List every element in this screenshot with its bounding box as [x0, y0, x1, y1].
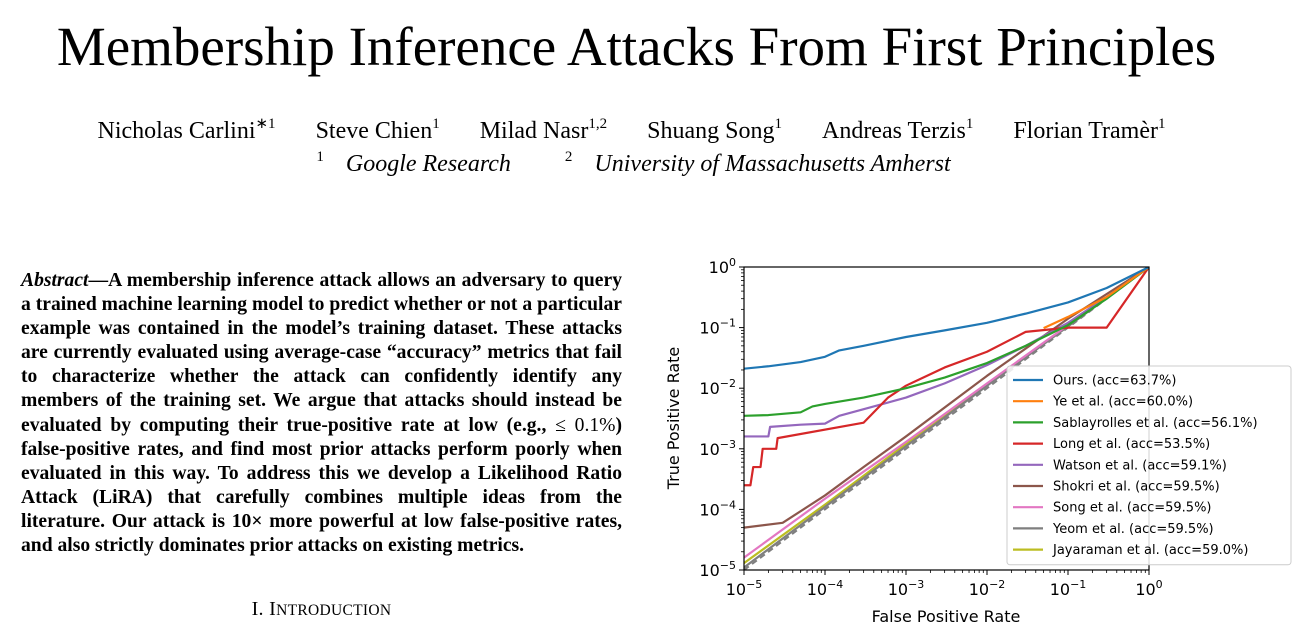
series-line: [744, 267, 1149, 487]
affiliation: 2 University of Massachusetts Amherst: [564, 149, 951, 178]
affiliation: 1 Google Research: [316, 149, 511, 178]
roc-chart: 10−5 10−4 10−3 10−2 10−1 100 10−5 10−4 10−3 10−2 1…: [664, 256, 1292, 626]
author: Shuang Song1: [647, 116, 782, 145]
author: Andreas Terzis1: [821, 116, 974, 145]
abstract-text: ) false-positive rates, and find most pr…: [21, 414, 623, 557]
y-tick-label: 10−5: [699, 559, 736, 580]
section-heading: I. INTRODUCTION: [251, 598, 392, 620]
x-tick-label: 10−3: [888, 578, 925, 599]
x-tick-label: 10−5: [726, 578, 763, 599]
x-tick-label: 10−1: [1050, 578, 1087, 599]
legend: Ours. (acc=63.7%) Ye et al. (acc=60.0%) Sa…: [1006, 365, 1292, 566]
series-line: [744, 267, 1149, 417]
abstract-math: ≤ 0.1%: [555, 414, 616, 436]
series-line: [744, 267, 1149, 370]
legend-label: Long et al. (acc=53.5%): [1053, 437, 1210, 452]
author: Milad Nasr1,2: [479, 116, 608, 145]
legend-label: Watson et al. (acc=59.1%): [1053, 458, 1227, 473]
legend-label: Jayaraman et al. (acc=59.0%): [1052, 543, 1248, 558]
author: Steve Chien1: [315, 116, 440, 145]
legend-box: [1006, 365, 1292, 566]
abstract: Abstract—A membership inference attack a…: [21, 269, 622, 558]
abstract-text: —A membership inference attack allows an…: [21, 270, 622, 436]
legend-label: Ours. (acc=63.7%): [1053, 374, 1176, 389]
author: Nicholas Carlini∗1: [97, 116, 276, 145]
y-axis-label: True Positive Rate: [664, 347, 683, 491]
x-tick-label: 100: [1135, 578, 1162, 599]
legend-label: Ye et al. (acc=60.0%): [1052, 395, 1193, 410]
x-tick-label: 10−2: [969, 578, 1006, 599]
y-tick-label: 10−3: [699, 438, 736, 459]
affiliation-list: 1 Google Research 2 University of Massac…: [0, 147, 1283, 181]
legend-label: Yeom et al. (acc=59.5%): [1052, 522, 1214, 537]
y-tick-label: 10−4: [699, 498, 736, 519]
author-list: Nicholas Carlini∗1 Steve Chien1 Milad Na…: [0, 114, 1263, 148]
series-line: [744, 267, 1149, 438]
x-tick-label: 10−4: [807, 578, 844, 599]
abstract-lead: Abstract: [21, 270, 89, 291]
series-lines: [744, 267, 1149, 570]
series-line: [1043, 267, 1149, 330]
legend-label: Sablayrolles et al. (acc=56.1%): [1053, 416, 1258, 431]
paper-title: Membership Inference Attacks From First …: [56, 16, 1217, 77]
y-tick-label: 10−2: [699, 377, 736, 398]
y-tick-label: 100: [709, 256, 736, 277]
x-axis-label: False Positive Rate: [872, 607, 1021, 626]
legend-label: Shokri et al. (acc=59.5%): [1053, 480, 1220, 495]
y-tick-label: 10−1: [699, 317, 736, 338]
author: Florian Tramèr1: [1013, 116, 1166, 145]
legend-label: Song et al. (acc=59.5%): [1053, 501, 1212, 516]
